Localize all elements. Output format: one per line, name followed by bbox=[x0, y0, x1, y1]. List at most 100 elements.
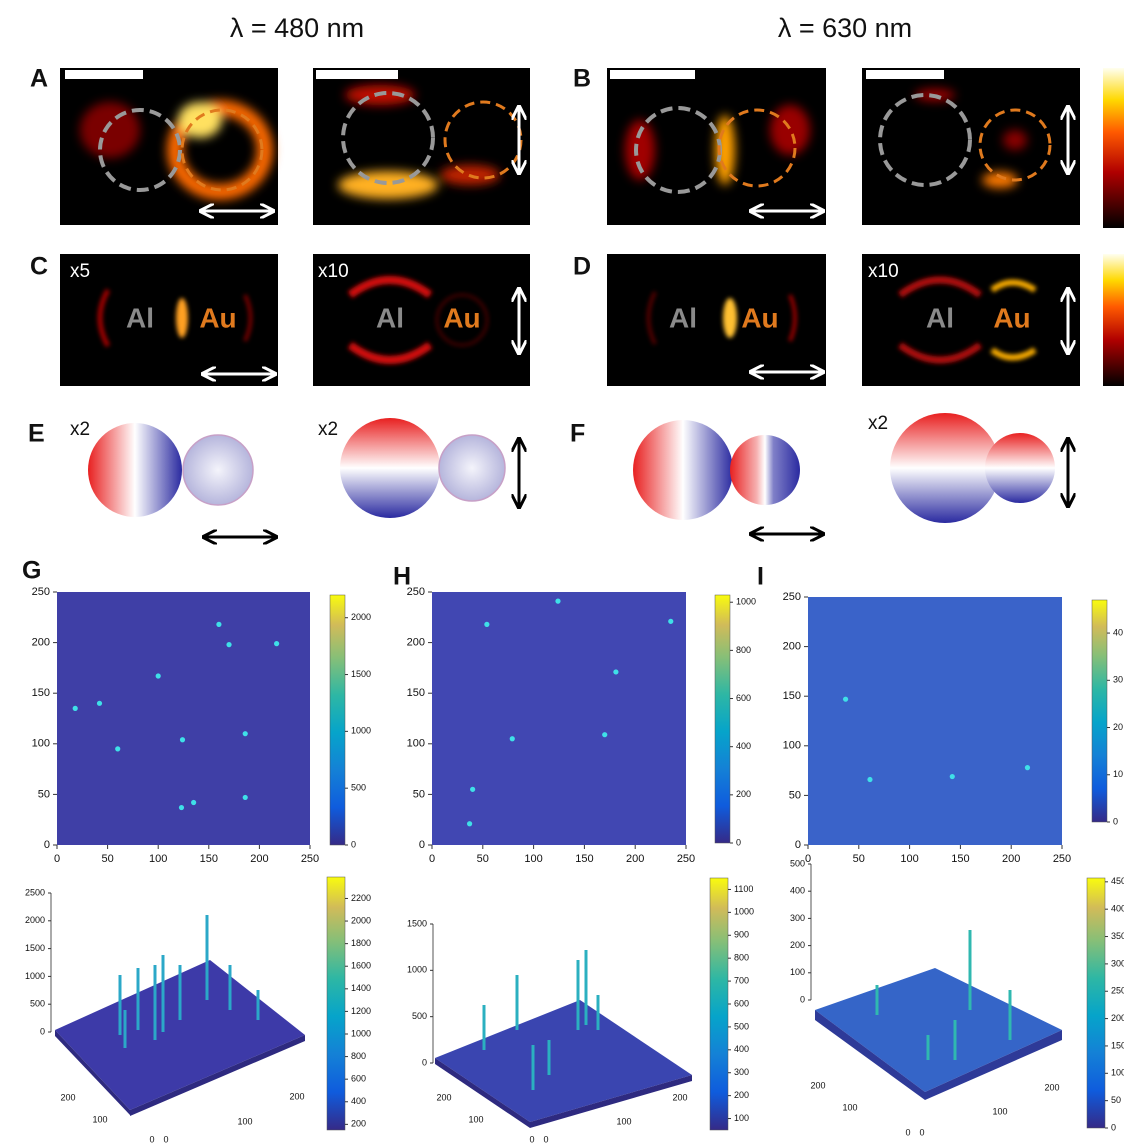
colorbar-tick-label: 1600 bbox=[351, 961, 371, 971]
hotspot bbox=[510, 736, 515, 741]
x-tick-label: 250 bbox=[677, 853, 695, 865]
x-tick-label: 100 bbox=[524, 853, 542, 865]
y-tick-label: 250 bbox=[32, 586, 50, 598]
hotspot bbox=[555, 599, 560, 604]
base-tick-label: 0 bbox=[543, 1134, 548, 1144]
colorbar-tick-label: 30 bbox=[1113, 675, 1123, 685]
charge-map: x2 bbox=[868, 413, 1068, 523]
y-tick-label: 200 bbox=[32, 637, 50, 649]
colorbar-tick-label: 500 bbox=[351, 783, 366, 793]
wavelength-header: λ = 630 nm bbox=[778, 13, 912, 43]
colorbar-tick-label: 2000 bbox=[351, 612, 371, 622]
colorbar-tick-label: 20 bbox=[1113, 722, 1123, 732]
colorbar bbox=[1092, 600, 1107, 822]
base-tick-label: 200 bbox=[289, 1091, 304, 1101]
y-tick-label: 150 bbox=[407, 687, 425, 699]
colorbar-tick-label: 800 bbox=[734, 953, 749, 963]
figure: λ = 480 nm λ = 630 nm A B C D E F G H I … bbox=[0, 0, 1124, 1144]
x-tick-label: 150 bbox=[200, 853, 218, 865]
base-tick-label: 100 bbox=[992, 1106, 1007, 1116]
colorbar-tick-label: 1000 bbox=[351, 1028, 371, 1038]
sim-map: x10 Al Au bbox=[862, 254, 1080, 386]
colorbar-tick-label: 600 bbox=[736, 693, 751, 703]
x-tick-label: 250 bbox=[1053, 853, 1071, 865]
colorbar-tick-label: 800 bbox=[736, 645, 751, 655]
z-tick-label: 100 bbox=[790, 967, 805, 977]
base-tick-label: 0 bbox=[149, 1134, 154, 1144]
x-tick-label: 50 bbox=[477, 853, 489, 865]
hotspot bbox=[602, 732, 607, 737]
hotspot bbox=[1025, 765, 1030, 770]
panel-label: G bbox=[22, 557, 41, 585]
z-tick-label: 500 bbox=[30, 999, 45, 1009]
material-label: Au bbox=[993, 302, 1030, 333]
x-tick-label: 200 bbox=[626, 853, 644, 865]
charge-map: x2 bbox=[70, 419, 275, 537]
x-tick-label: 50 bbox=[101, 853, 113, 865]
material-label: Al bbox=[926, 302, 954, 333]
colorbar-tick-label: 10 bbox=[1113, 769, 1123, 779]
x-tick-label: 200 bbox=[250, 853, 268, 865]
multiplier: x2 bbox=[318, 419, 338, 440]
surface-3d bbox=[815, 930, 1062, 1100]
material-label: Au bbox=[741, 302, 778, 333]
colorbar-tick-label: 400 bbox=[1111, 904, 1124, 914]
hotspot bbox=[668, 619, 673, 624]
hotspot bbox=[274, 641, 279, 646]
colorbar-tick-label: 2200 bbox=[351, 893, 371, 903]
base-tick-label: 200 bbox=[1044, 1082, 1059, 1092]
hotspot bbox=[180, 737, 185, 742]
colorbar bbox=[710, 878, 728, 1130]
multiplier: x10 bbox=[318, 261, 349, 282]
hotspot bbox=[467, 821, 472, 826]
colorbar-tick-label: 100 bbox=[734, 1113, 749, 1123]
multiplier: x5 bbox=[70, 261, 90, 282]
colorbar-tick-label: 200 bbox=[351, 1119, 366, 1129]
colorbar-tick-label: 900 bbox=[734, 930, 749, 940]
z-tick-label: 0 bbox=[40, 1026, 45, 1036]
cl-map bbox=[607, 68, 826, 225]
colorbar-tick-label: 400 bbox=[736, 741, 751, 751]
colorbar-tick-label: 0 bbox=[1111, 1122, 1116, 1132]
base-tick-label: 0 bbox=[919, 1127, 924, 1137]
base-tick-label: 200 bbox=[672, 1092, 687, 1102]
hotspot bbox=[216, 622, 221, 627]
z-tick-label: 300 bbox=[790, 913, 805, 923]
heatmap bbox=[808, 597, 1062, 845]
sim-map: Al Au bbox=[607, 254, 826, 386]
colorbar-tick-label: 1000 bbox=[351, 726, 371, 736]
base-tick-label: 0 bbox=[905, 1127, 910, 1137]
x-tick-label: 250 bbox=[301, 853, 319, 865]
colorbar-tick-label: 1000 bbox=[734, 907, 754, 917]
z-tick-label: 200 bbox=[790, 940, 805, 950]
charge-map bbox=[633, 420, 822, 534]
colorbar-tick-label: 50 bbox=[1111, 1095, 1121, 1105]
multiplier: x2 bbox=[868, 413, 888, 434]
z-tick-label: 500 bbox=[412, 1011, 427, 1021]
y-tick-label: 100 bbox=[32, 738, 50, 750]
x-tick-label: 150 bbox=[575, 853, 593, 865]
panel-label: D bbox=[573, 253, 591, 281]
colorbar-tick-label: 600 bbox=[734, 998, 749, 1008]
colorbar-tick-label: 200 bbox=[736, 789, 751, 799]
z-tick-label: 0 bbox=[800, 994, 805, 1004]
base-tick-label: 200 bbox=[60, 1092, 75, 1102]
hotspot bbox=[867, 777, 872, 782]
multiplier: x2 bbox=[70, 419, 90, 440]
x-tick-label: 200 bbox=[1002, 853, 1020, 865]
multiplier: x10 bbox=[868, 261, 899, 282]
colorbar-tick-label: 250 bbox=[1111, 986, 1124, 996]
y-tick-label: 50 bbox=[789, 789, 801, 801]
colorbar-tick-label: 1500 bbox=[351, 669, 371, 679]
material-label: Au bbox=[443, 302, 480, 333]
base-tick-label: 0 bbox=[529, 1134, 534, 1144]
y-tick-label: 0 bbox=[419, 839, 425, 851]
y-tick-label: 200 bbox=[407, 637, 425, 649]
hotspot bbox=[470, 787, 475, 792]
sim-map: x5 Al Au bbox=[60, 254, 278, 386]
base-tick-label: 100 bbox=[842, 1102, 857, 1112]
y-tick-label: 250 bbox=[407, 586, 425, 598]
colorbar bbox=[330, 595, 345, 845]
colorbar-tick-label: 300 bbox=[734, 1067, 749, 1077]
heatmap bbox=[432, 592, 686, 845]
